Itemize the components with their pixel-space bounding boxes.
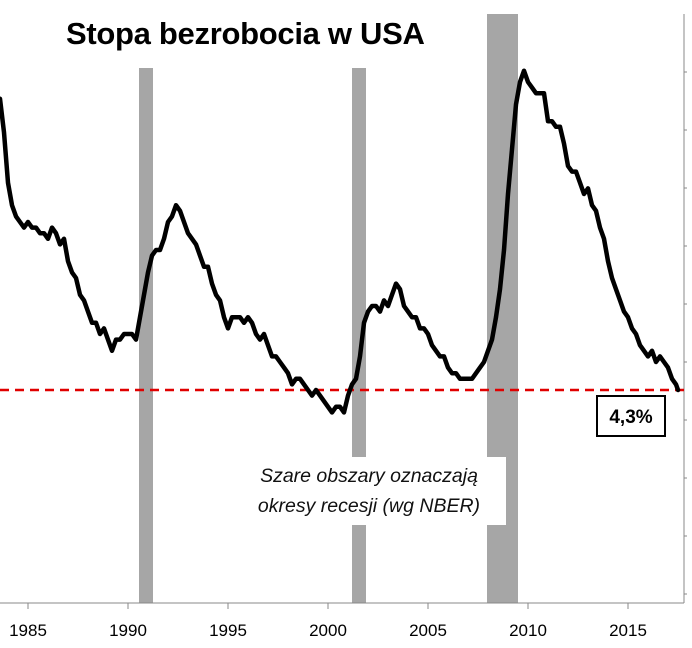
x-tick-label: 1990 (109, 621, 147, 640)
recession-note-line-1: Szare obszary oznaczają (260, 465, 478, 487)
x-tick-label: 1995 (209, 621, 247, 640)
chart-title: Stopa bezrobocia w USA (66, 16, 425, 51)
x-tick-label: 2000 (309, 621, 347, 640)
recession-note: Szare obszary oznaczają okresy recesji (… (232, 457, 506, 525)
x-tick-labels: 1985 1990 1995 2000 2005 2010 2015 (9, 603, 647, 640)
x-tick-label: 2015 (609, 621, 647, 640)
recession-note-line-2: okresy recesji (wg NBER) (257, 495, 481, 517)
axes (0, 14, 687, 604)
x-tick-label: 1985 (9, 621, 47, 640)
x-tick-label: 2010 (509, 621, 547, 640)
x-tick-label: 2005 (409, 621, 447, 640)
recession-band (139, 68, 153, 603)
unemployment-series-line (0, 68, 681, 415)
current-value-box: 4,3% (596, 395, 666, 437)
